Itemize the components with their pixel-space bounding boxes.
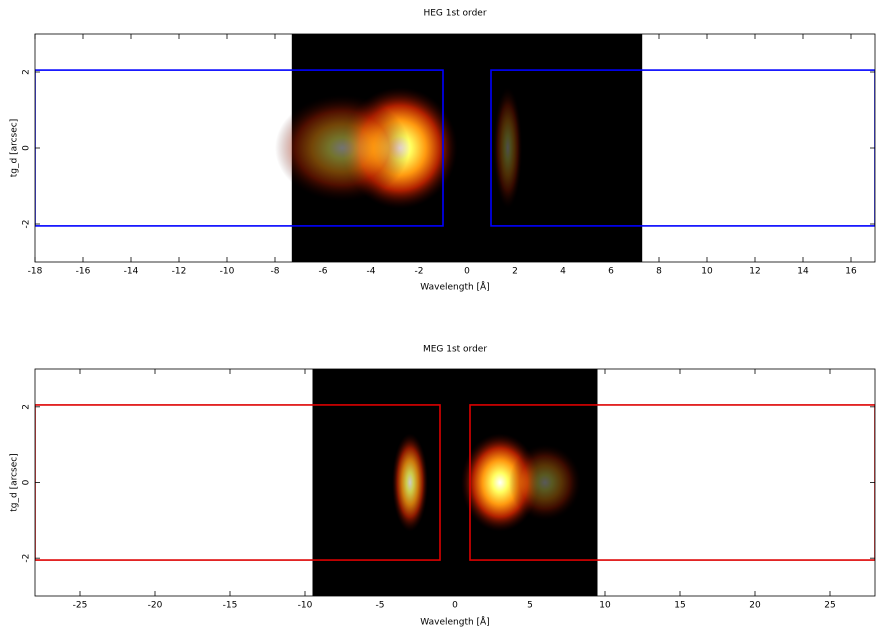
intensity-blob [493,87,523,209]
x-tick-label: -5 [376,601,385,611]
x-tick-label: 15 [674,601,685,611]
x-tick-label: -4 [367,267,376,277]
x-tick-label: -15 [223,601,238,611]
x-axis-label: Wavelength [Å] [420,616,489,628]
x-tick-label: 14 [797,267,809,277]
x-tick-label: 5 [527,601,533,611]
y-axis-label: tg_d [arcsec] [10,453,20,511]
x-tick-label: -20 [148,601,163,611]
extraction-region [35,404,441,561]
x-tick-label: -2 [415,267,424,277]
intensity-blob [392,433,428,532]
x-axis-label: Wavelength [Å] [420,281,489,293]
y-tick-label: 2 [22,69,32,75]
intensity-blob [275,94,410,202]
extraction-region [469,404,875,561]
x-tick-label: 10 [701,267,713,277]
x-tick-label: 20 [749,601,761,611]
x-tick-label: 2 [512,267,518,277]
x-tick-label: -12 [172,267,187,277]
y-tick-label: 2 [22,404,32,410]
x-tick-label: -10 [298,601,313,611]
y-tick-label: 0 [22,145,32,151]
extraction-region [35,69,444,227]
y-tick-label: -2 [22,220,32,229]
plot-area [35,369,875,596]
x-tick-label: 0 [464,267,470,277]
x-tick-label: 10 [599,601,611,611]
x-tick-label: -18 [28,267,43,277]
x-tick-label: 6 [608,267,614,277]
x-tick-label: -10 [220,267,235,277]
x-tick-label: -14 [124,267,139,277]
x-tick-label: -6 [319,267,328,277]
x-tick-label: -8 [271,267,280,277]
extraction-region [490,69,875,227]
plot-area [35,34,875,262]
x-tick-label: 0 [452,601,458,611]
x-tick-label: 12 [749,267,760,277]
intensity-blob [509,444,581,521]
x-tick-label: 4 [560,267,566,277]
x-tick-label: -25 [73,601,88,611]
x-tick-label: 25 [824,601,835,611]
y-axis-label: tg_d [arcsec] [10,119,20,177]
chart-title: MEG 1st order [423,345,487,355]
y-tick-label: -2 [22,554,32,563]
x-tick-label: -16 [76,267,91,277]
y-tick-label: 0 [22,479,32,485]
chart-title: HEG 1st order [423,9,486,19]
x-tick-label: 8 [656,267,662,277]
x-tick-label: 16 [845,267,857,277]
